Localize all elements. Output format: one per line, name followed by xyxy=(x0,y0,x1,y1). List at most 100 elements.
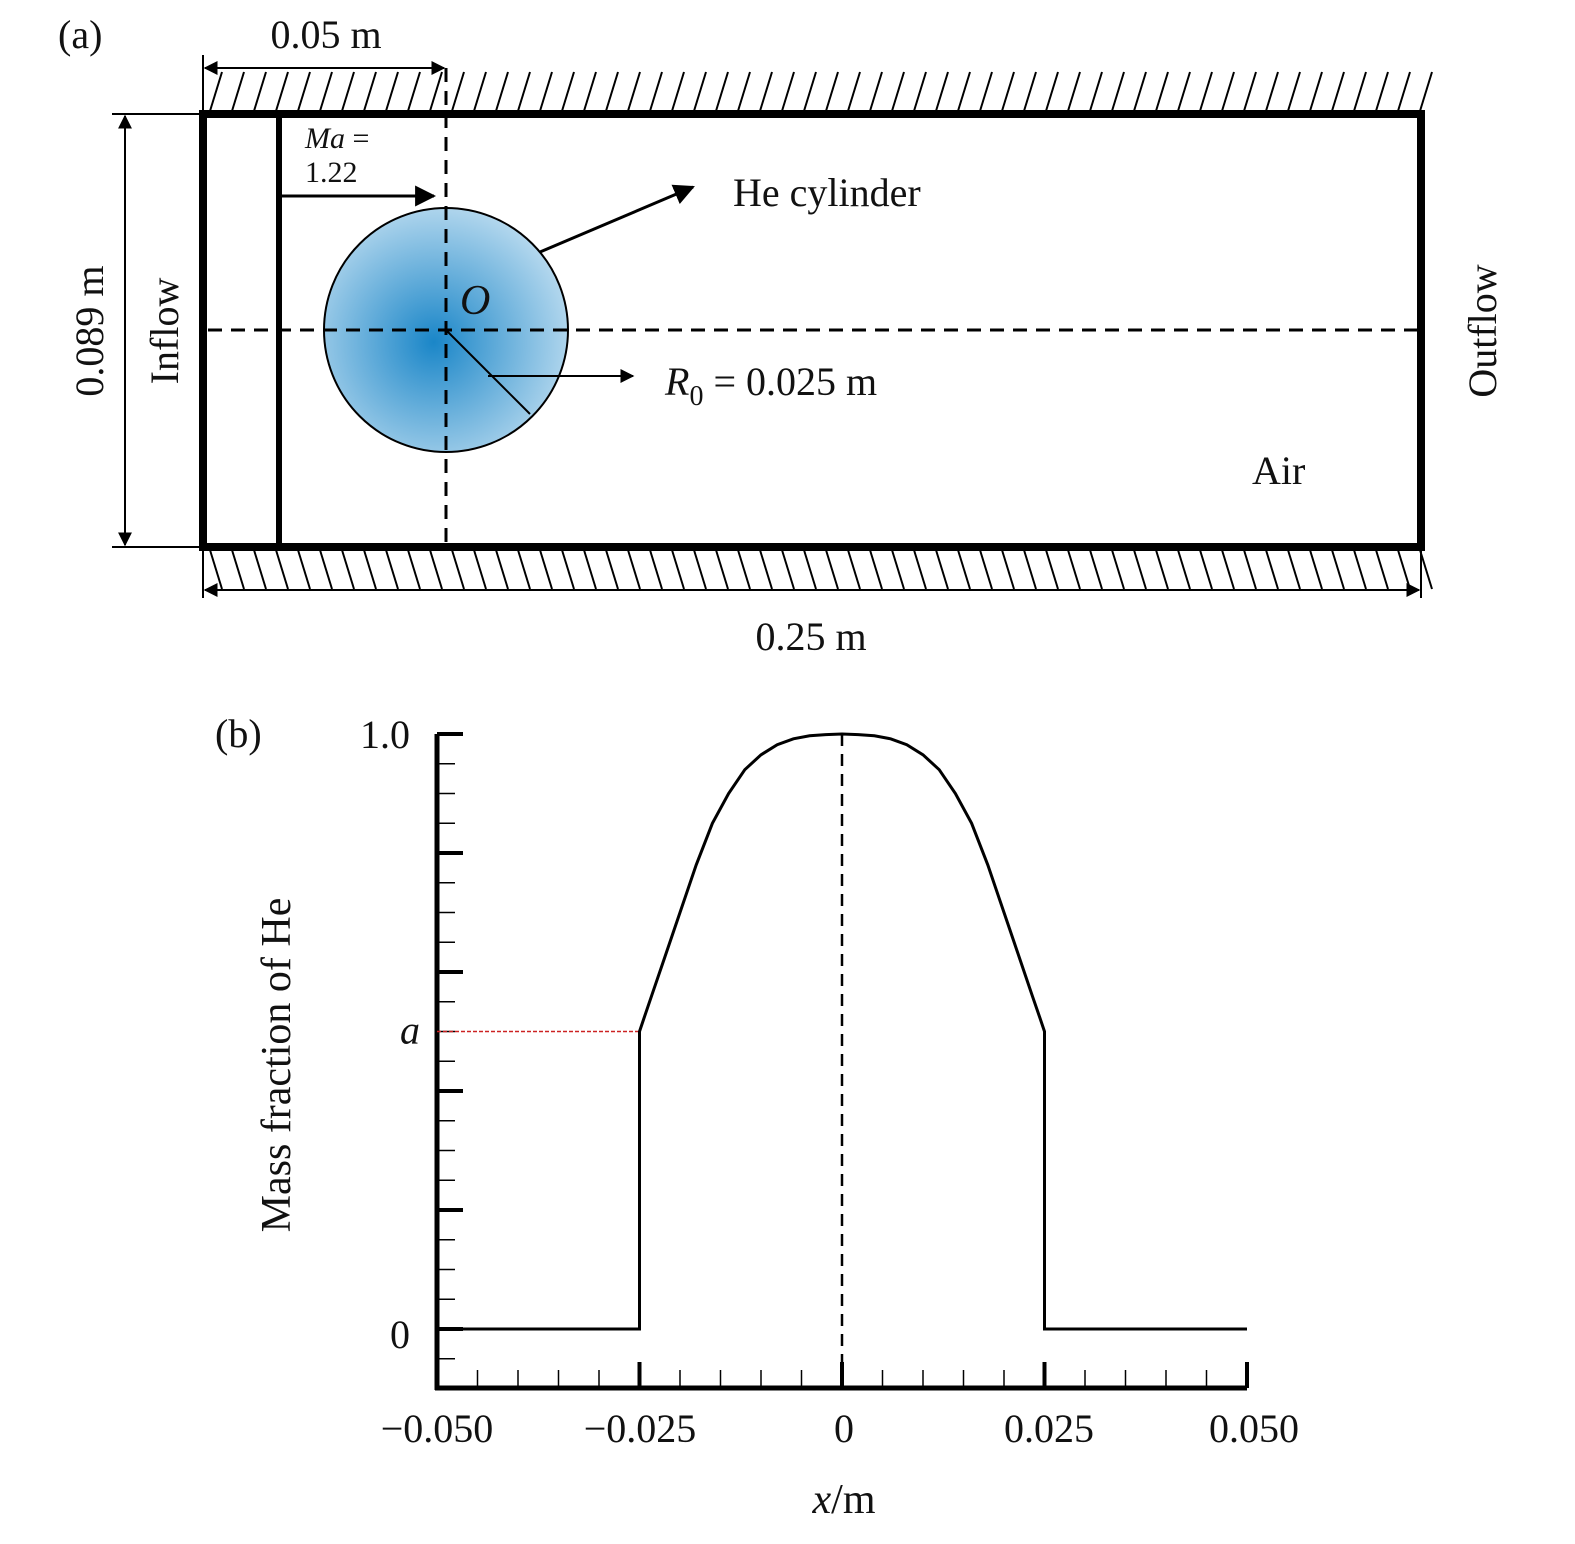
hatch-mark xyxy=(1045,71,1059,112)
hatch-mark xyxy=(209,71,223,112)
he-mass-fraction-curve xyxy=(437,732,1247,1331)
hatch-mark xyxy=(1155,71,1169,112)
hatch-mark xyxy=(935,71,949,112)
bottom-wall-hatching xyxy=(209,549,1433,590)
hatch-mark xyxy=(1353,71,1367,112)
hatch-mark xyxy=(891,71,905,112)
hatch-mark xyxy=(1375,71,1389,112)
hatch-mark xyxy=(1265,71,1279,112)
hatch-mark xyxy=(231,71,245,112)
origin-label: O xyxy=(460,278,490,324)
hatch-mark xyxy=(715,549,729,590)
hatch-mark xyxy=(319,549,333,590)
hatch-mark xyxy=(495,549,509,590)
hatch-mark xyxy=(957,71,971,112)
inflow-label: Inflow xyxy=(142,278,187,385)
panel-a: (a) 0.05 m 0.089 m 0.25 m Ma = 1.22 xyxy=(58,12,1505,659)
hatch-mark xyxy=(1001,549,1015,590)
hatch-mark xyxy=(1397,549,1411,590)
hatch-mark xyxy=(1221,549,1235,590)
hatch-mark xyxy=(803,71,817,112)
hatch-mark xyxy=(1331,71,1345,112)
hatch-mark xyxy=(671,71,685,112)
hatch-mark xyxy=(1133,549,1147,590)
hatch-mark xyxy=(825,71,839,112)
hatch-mark xyxy=(781,549,795,590)
hatch-mark xyxy=(1045,549,1059,590)
hatch-mark xyxy=(935,549,949,590)
hatch-mark xyxy=(1331,549,1345,590)
hatch-mark xyxy=(1177,549,1191,590)
hatch-mark xyxy=(297,549,311,590)
hatch-mark xyxy=(1023,549,1037,590)
hatch-mark xyxy=(319,71,333,112)
hatch-mark xyxy=(627,71,641,112)
hatch-mark xyxy=(1287,71,1301,112)
hatch-mark xyxy=(1287,549,1301,590)
hatch-mark xyxy=(605,71,619,112)
hatch-mark xyxy=(869,549,883,590)
hatch-mark xyxy=(957,549,971,590)
x-axis-label: x/m xyxy=(812,1477,876,1523)
hatch-mark xyxy=(407,549,421,590)
hatch-mark xyxy=(1397,71,1411,112)
hatch-mark xyxy=(1177,71,1191,112)
he-cylinder-pointer xyxy=(539,184,695,254)
dim-top-label: 0.05 m xyxy=(270,12,381,57)
hatch-mark xyxy=(1023,71,1037,112)
hatch-mark xyxy=(583,71,597,112)
hatch-mark xyxy=(539,549,553,590)
hatch-mark xyxy=(1111,549,1125,590)
hatch-mark xyxy=(429,549,443,590)
hatch-mark xyxy=(363,71,377,112)
y-tick-label-1: 1.0 xyxy=(360,712,410,757)
hatch-mark xyxy=(1221,71,1235,112)
hatch-mark xyxy=(517,71,531,112)
hatch-mark xyxy=(979,549,993,590)
air-label: Air xyxy=(1252,448,1305,493)
hatch-mark xyxy=(649,71,663,112)
dim-bottom-label: 0.25 m xyxy=(755,614,866,659)
hatch-mark xyxy=(737,71,751,112)
hatch-mark xyxy=(231,549,245,590)
hatch-mark xyxy=(341,549,355,590)
hatch-mark xyxy=(407,71,421,112)
hatch-mark xyxy=(1111,71,1125,112)
hatch-mark xyxy=(1309,71,1323,112)
hatch-mark xyxy=(429,71,443,112)
hatch-mark xyxy=(297,71,311,112)
hatch-mark xyxy=(1001,71,1015,112)
hatch-mark xyxy=(275,549,289,590)
panel-b: (b) 0 1.0 −0.050 −0.025 0 0.025 0.050 Ma… xyxy=(215,711,1299,1523)
a-level-label: a xyxy=(400,1008,420,1053)
hatch-mark xyxy=(451,549,465,590)
dim-left-label: 0.089 m xyxy=(67,265,112,396)
hatch-mark xyxy=(627,549,641,590)
hatch-mark xyxy=(561,549,575,590)
top-wall-hatching xyxy=(209,71,1433,112)
hatch-mark xyxy=(693,71,707,112)
hatch-mark xyxy=(869,71,883,112)
hatch-mark xyxy=(583,549,597,590)
hatch-mark xyxy=(517,549,531,590)
hatch-mark xyxy=(913,71,927,112)
hatch-mark xyxy=(737,549,751,590)
hatch-mark xyxy=(979,71,993,112)
hatch-mark xyxy=(385,549,399,590)
he-cylinder-label: He cylinder xyxy=(733,170,921,215)
hatch-mark xyxy=(561,71,575,112)
x-tick-label-0: −0.050 xyxy=(381,1406,494,1451)
hatch-mark xyxy=(671,549,685,590)
domain-frame xyxy=(199,110,1425,551)
hatch-mark xyxy=(495,71,509,112)
radius-label: R0 = 0.025 m xyxy=(664,359,877,412)
hatch-mark xyxy=(1243,549,1257,590)
hatch-mark xyxy=(649,549,663,590)
hatch-mark xyxy=(363,549,377,590)
hatch-mark xyxy=(1243,71,1257,112)
hatch-mark xyxy=(759,71,773,112)
x-tick-label-4: 0.050 xyxy=(1209,1406,1299,1451)
hatch-mark xyxy=(1155,549,1169,590)
hatch-mark xyxy=(715,71,729,112)
hatch-mark xyxy=(803,549,817,590)
